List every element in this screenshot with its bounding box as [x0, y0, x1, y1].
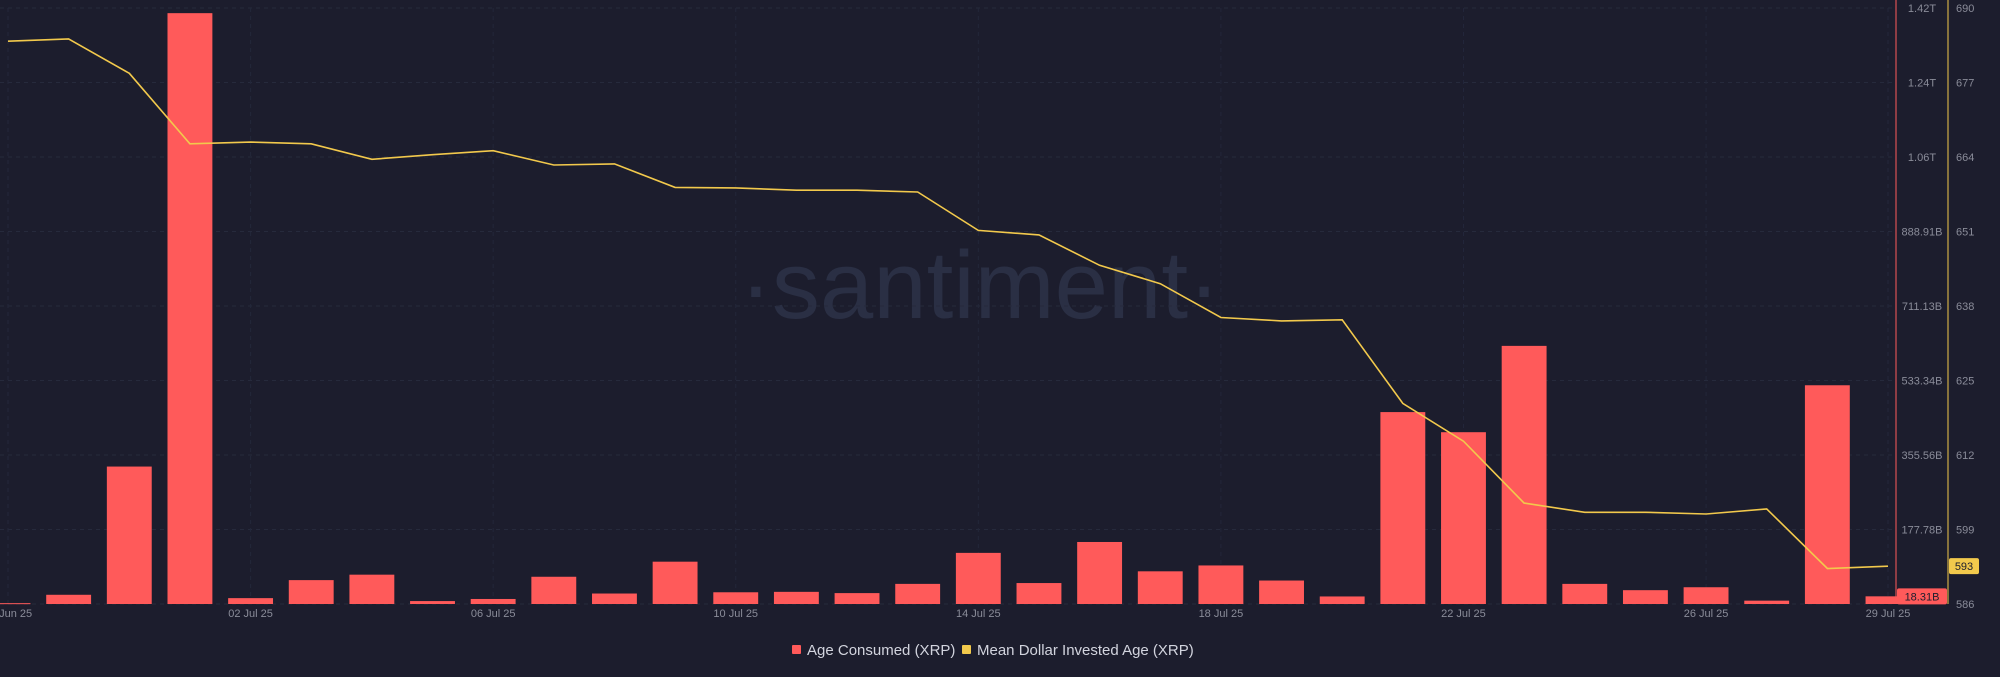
line-mean-dollar-invested-age	[7, 38, 1889, 570]
x-tick-label: 22 Jul 25	[1441, 608, 1486, 620]
bar	[0, 603, 31, 605]
line-last-value-badge	[1949, 558, 1979, 575]
legend-label: Mean Dollar Invested Age (XRP)	[977, 642, 1194, 659]
right-tick-label: 651	[1956, 227, 1974, 239]
x-tick-label: 10 Jul 25	[713, 608, 758, 620]
bar	[1016, 583, 1062, 604]
bar	[592, 593, 637, 604]
axes	[1895, 0, 1949, 604]
bar	[1501, 345, 1547, 604]
left-axis-ticks: 1.42T 1.24T 1.06T 888.91B 711.13B 533.34B 355.…	[1902, 3, 1943, 537]
bar-last-value-badge	[1897, 588, 1947, 605]
bar	[1744, 600, 1790, 604]
left-tick-label: 1.24T	[1908, 78, 1936, 90]
right-tick-label: 586	[1956, 599, 1974, 611]
grid	[0, 7, 1896, 605]
x-tick-label: 26 Jul 25	[1684, 608, 1729, 620]
right-tick-label: 690	[1956, 3, 1974, 15]
bar	[410, 601, 455, 604]
right-tick-label: 599	[1956, 525, 1974, 537]
bar	[470, 598, 516, 604]
right-tick-label: 664	[1956, 152, 1974, 164]
bar	[1319, 596, 1365, 604]
x-tick-label: 02 Jul 25	[228, 608, 273, 620]
left-tick-label: 533.34B	[1902, 376, 1943, 388]
bar	[106, 466, 152, 604]
line-series	[7, 38, 1889, 570]
bar	[1622, 590, 1668, 604]
left-tick-label: 888.91B	[1902, 227, 1943, 239]
legend: Age Consumed (XRP) Mean Dollar Invested A…	[792, 642, 1194, 659]
bar	[895, 583, 941, 604]
right-axis-ticks: 690 677 664 651 638 625 612 599 586	[1956, 3, 1974, 611]
left-tick-label: 1.06T	[1908, 152, 1936, 164]
bar	[1198, 565, 1244, 604]
bar	[1077, 541, 1123, 604]
right-tick-label: 677	[1956, 78, 1974, 90]
right-tick-label: 612	[1956, 450, 1974, 462]
bar	[652, 561, 698, 604]
bar	[773, 591, 819, 604]
legend-label: Age Consumed (XRP)	[807, 642, 955, 659]
watermark: ·santiment·	[740, 232, 1220, 339]
bar	[228, 598, 274, 604]
left-tick-label: 711.13B	[1902, 301, 1942, 313]
bar	[349, 574, 395, 604]
bar	[1259, 580, 1304, 604]
x-tick-label: 28 Jun 25	[0, 608, 32, 620]
x-tick-label: 14 Jul 25	[956, 608, 1001, 620]
bar	[713, 592, 759, 604]
bar	[1380, 412, 1426, 604]
bar	[1683, 587, 1729, 604]
legend-swatch	[792, 645, 801, 654]
last-value-labels: 18.31B 593	[1897, 558, 1979, 605]
legend-swatch	[962, 645, 971, 654]
x-tick-label: 29 Jul 25	[1866, 608, 1911, 620]
bar	[834, 593, 880, 604]
left-tick-label: 1.42T	[1908, 3, 1936, 15]
bar	[288, 580, 334, 604]
bar	[955, 552, 1001, 604]
bars	[0, 13, 1911, 605]
right-tick-label: 638	[1956, 301, 1974, 313]
bar	[1441, 432, 1486, 604]
x-tick-label: 18 Jul 25	[1199, 608, 1244, 620]
right-tick-label: 625	[1956, 376, 1974, 388]
x-tick-label: 06 Jul 25	[471, 608, 516, 620]
bar	[1865, 596, 1911, 604]
bar	[1137, 571, 1183, 604]
line-last-value-label: 593	[1955, 561, 1973, 573]
left-tick-label: 355.56B	[1902, 450, 1943, 462]
bar	[46, 594, 92, 604]
x-axis-ticks: 28 Jun 25 02 Jul 25 06 Jul 25 10 Jul 25 14 J…	[0, 608, 1910, 620]
bar	[1804, 385, 1850, 604]
left-tick-label: 177.78B	[1902, 525, 1943, 537]
bar-last-value-label: 18.31B	[1905, 591, 1940, 603]
bar	[531, 576, 577, 604]
bar	[167, 13, 213, 605]
bar	[1562, 583, 1608, 604]
